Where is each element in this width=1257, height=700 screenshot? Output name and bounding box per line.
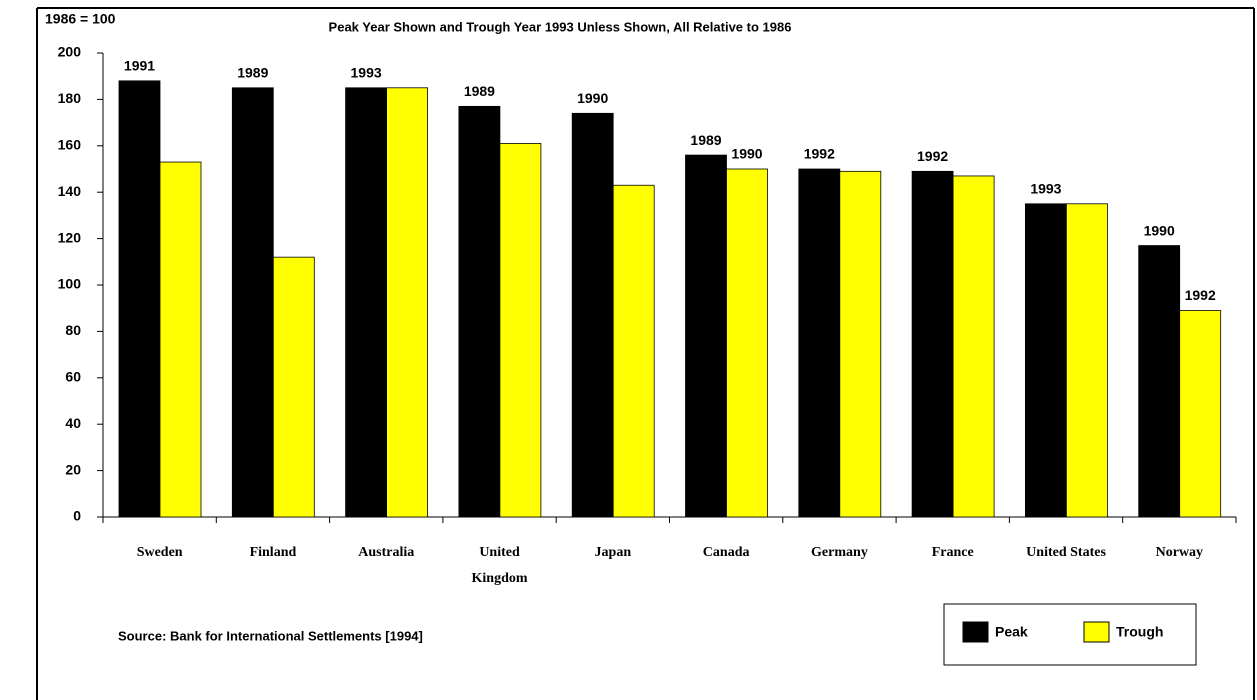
year-label: 1992: [917, 148, 948, 164]
bar: [159, 161, 202, 518]
legend-label: Peak: [995, 624, 1028, 640]
y-tick-label: 180: [58, 90, 82, 106]
y-tick-label: 20: [65, 461, 81, 477]
y-tick-label: 80: [65, 322, 81, 338]
x-tick-label: United States: [1026, 545, 1106, 560]
bar: [231, 87, 274, 518]
legend-swatch: [1083, 621, 1110, 643]
legend-swatch: [962, 621, 989, 643]
x-tick-label: Finland: [249, 545, 297, 560]
y-tick-label: 160: [58, 137, 82, 153]
year-label: 1990: [577, 90, 608, 106]
bar: [458, 105, 501, 518]
year-label: 1993: [351, 65, 382, 81]
bar: [386, 87, 429, 518]
bar: [612, 184, 655, 518]
bar: [685, 154, 727, 518]
bar: [798, 168, 841, 518]
x-tick-label: France: [931, 545, 974, 560]
x-tick-label: Japan: [594, 545, 632, 560]
bar: [499, 143, 542, 518]
legend-label: Trough: [1116, 624, 1163, 640]
y-tick-label: 120: [58, 229, 82, 245]
year-label: 1992: [804, 146, 835, 162]
bar: [571, 112, 614, 518]
chart-subtitle: Peak Year Shown and Trough Year 1993 Unl…: [329, 19, 792, 34]
year-label: 1990: [731, 146, 762, 162]
y-tick-label: 200: [58, 44, 82, 60]
year-label: 1990: [1144, 222, 1175, 238]
y-tick-label: 0: [73, 508, 81, 524]
y-tick-label: 60: [65, 369, 81, 385]
year-label: 1989: [237, 65, 268, 81]
y-tick-label: 40: [65, 415, 81, 431]
bar: [272, 256, 315, 518]
bar: [726, 168, 768, 518]
year-label: 1993: [1030, 181, 1061, 197]
bar: [1138, 245, 1181, 518]
bar: [1179, 310, 1222, 518]
y-axis-label: 1986 = 100: [45, 11, 116, 27]
year-label: 1992: [1185, 287, 1216, 303]
year-label: 1989: [464, 83, 495, 99]
bar: [1066, 203, 1108, 518]
y-tick-label: 140: [58, 183, 82, 199]
x-tick-label: United Kingdom: [471, 545, 528, 586]
bar: [345, 87, 388, 518]
y-tick-label: 100: [58, 276, 82, 292]
bar: [1025, 203, 1067, 518]
bar: [952, 175, 995, 518]
bar: [839, 170, 882, 518]
year-label: 1989: [690, 132, 721, 148]
year-label: 1991: [124, 58, 155, 74]
bar: [118, 80, 161, 518]
bar: [911, 170, 954, 518]
x-tick-label: Sweden: [136, 545, 183, 560]
x-tick-label: Germany: [811, 545, 868, 560]
x-tick-label: Norway: [1155, 545, 1204, 560]
x-tick-label: Canada: [702, 545, 750, 560]
source-note: Source: Bank for International Settlemen…: [118, 628, 423, 643]
x-tick-label: Australia: [358, 545, 415, 560]
